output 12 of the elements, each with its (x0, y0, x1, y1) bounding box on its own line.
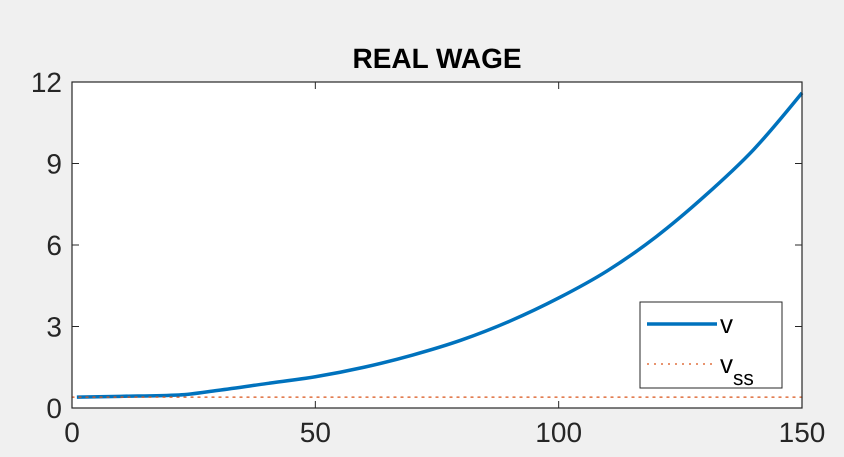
x-tick-label: 100 (535, 417, 582, 448)
legend-label: v$_{ss}$ (720, 349, 754, 390)
line-series (75, 91, 804, 399)
chart-title: REAL WAGE (352, 43, 522, 74)
legend-label: v (720, 309, 733, 340)
y-tick-label: 12 (30, 66, 62, 98)
y-tick-label: 0 (46, 392, 62, 424)
y-tick-label: 6 (46, 230, 62, 261)
x-tick-label: 50 (300, 417, 331, 448)
x-tick-label: 150 (778, 417, 826, 448)
y-tick-label: 3 (46, 311, 62, 342)
y-tick-label: 9 (46, 148, 62, 180)
